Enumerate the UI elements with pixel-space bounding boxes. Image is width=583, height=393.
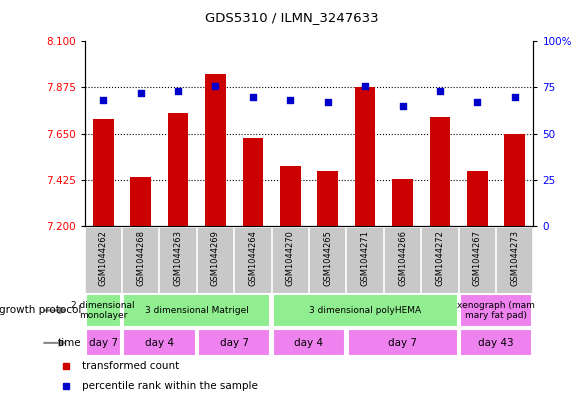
- Bar: [317, 171, 338, 226]
- Text: time: time: [58, 338, 82, 348]
- Bar: [460, 294, 532, 327]
- Bar: [504, 134, 525, 226]
- Text: transformed count: transformed count: [82, 362, 180, 371]
- Bar: [198, 329, 271, 356]
- Text: GSM1044270: GSM1044270: [286, 230, 295, 286]
- Point: [211, 83, 220, 89]
- Point: [436, 88, 445, 94]
- Bar: [93, 119, 114, 226]
- Bar: [430, 117, 450, 226]
- Bar: [392, 179, 413, 226]
- Bar: [460, 329, 532, 356]
- Bar: [123, 329, 196, 356]
- Text: day 7: day 7: [220, 338, 249, 348]
- Point: [398, 103, 407, 109]
- Bar: [86, 329, 121, 356]
- Bar: [273, 294, 458, 327]
- Bar: [355, 87, 375, 226]
- Text: 2 dimensional
monolayer: 2 dimensional monolayer: [72, 301, 135, 320]
- Point: [173, 88, 182, 94]
- Text: GSM1044271: GSM1044271: [361, 230, 370, 286]
- Text: GSM1044269: GSM1044269: [211, 230, 220, 286]
- Text: percentile rank within the sample: percentile rank within the sample: [82, 381, 258, 391]
- Text: GSM1044267: GSM1044267: [473, 230, 482, 286]
- Text: GDS5310 / ILMN_3247633: GDS5310 / ILMN_3247633: [205, 11, 378, 24]
- Text: day 4: day 4: [294, 338, 324, 348]
- Point: [323, 99, 332, 105]
- Bar: [86, 294, 121, 327]
- Text: GSM1044265: GSM1044265: [323, 230, 332, 286]
- Point: [99, 97, 108, 103]
- Point: [473, 99, 482, 105]
- Point: [510, 94, 519, 100]
- Text: day 43: day 43: [478, 338, 514, 348]
- Bar: [273, 329, 345, 356]
- Text: 3 dimensional Matrigel: 3 dimensional Matrigel: [145, 306, 249, 315]
- Bar: [347, 329, 458, 356]
- Text: GSM1044262: GSM1044262: [99, 230, 108, 286]
- Text: GSM1044263: GSM1044263: [174, 230, 182, 286]
- Point: [136, 90, 145, 96]
- Text: GSM1044266: GSM1044266: [398, 230, 407, 286]
- Text: GSM1044264: GSM1044264: [248, 230, 257, 286]
- Text: day 7: day 7: [89, 338, 118, 348]
- Text: GSM1044268: GSM1044268: [136, 230, 145, 286]
- Point: [360, 83, 370, 89]
- Text: GSM1044272: GSM1044272: [436, 230, 444, 286]
- Point: [286, 97, 295, 103]
- Bar: [467, 171, 487, 226]
- Text: day 7: day 7: [388, 338, 417, 348]
- Bar: [243, 138, 263, 226]
- Text: GSM1044273: GSM1044273: [510, 230, 519, 286]
- Text: 3 dimensional polyHEMA: 3 dimensional polyHEMA: [309, 306, 421, 315]
- Bar: [205, 74, 226, 226]
- Text: day 4: day 4: [145, 338, 174, 348]
- Bar: [280, 167, 301, 226]
- Text: growth protocol: growth protocol: [0, 305, 82, 316]
- Text: xenograph (mam
mary fat pad): xenograph (mam mary fat pad): [457, 301, 535, 320]
- Point: [248, 94, 258, 100]
- Bar: [131, 177, 151, 226]
- Bar: [123, 294, 271, 327]
- Bar: [168, 113, 188, 226]
